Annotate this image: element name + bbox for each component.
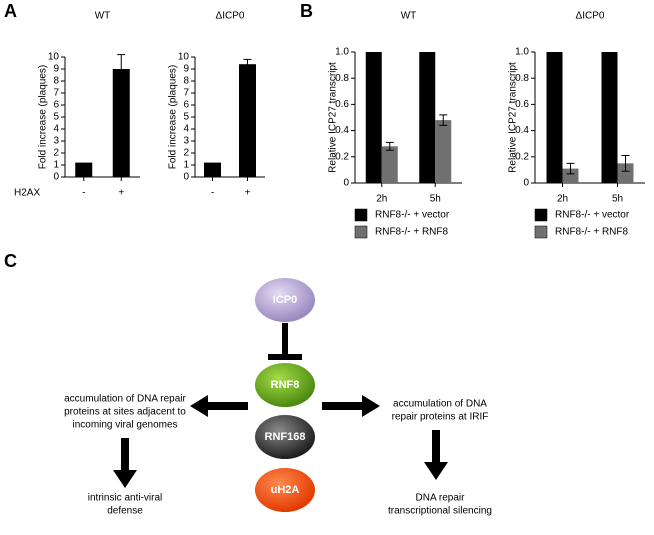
y-axis-label: Relative ICP27 transcript	[328, 62, 339, 173]
x-tick-label: 5h	[430, 194, 441, 205]
x-tick-label: +	[245, 188, 251, 199]
y-tick-label: 0.6	[515, 99, 529, 110]
bar	[562, 168, 579, 183]
bar	[601, 52, 618, 183]
y-tick-label: 2	[53, 148, 59, 159]
y-tick-label: 1.0	[515, 47, 529, 58]
node-rnf168	[255, 415, 315, 459]
bar	[435, 120, 452, 183]
y-tick-label: 10	[178, 52, 190, 63]
chart-title: WT	[95, 11, 111, 22]
node-label: RNF8	[271, 379, 300, 391]
diagram-text: proteins at sites adjacent to	[64, 407, 186, 418]
x-tick-label: +	[118, 188, 124, 199]
legend-swatch	[534, 208, 548, 222]
legend-swatch	[534, 225, 548, 239]
panel-label: A	[4, 1, 17, 21]
legend-label: RNF8-/- + RNF8	[375, 227, 449, 238]
diagram-text: incoming viral genomes	[72, 420, 177, 431]
diagram-text: defense	[107, 506, 143, 517]
y-tick-label: 7	[183, 88, 189, 99]
y-tick-label: 0.2	[515, 151, 529, 162]
inhibit-line	[282, 323, 288, 356]
bar	[75, 162, 93, 177]
y-tick-label: 0.2	[335, 151, 349, 162]
chart-title: ΔICP0	[576, 11, 605, 22]
chart-title: WT	[401, 11, 417, 22]
bar	[546, 52, 563, 183]
bar	[239, 64, 256, 177]
y-tick-label: 3	[53, 136, 59, 147]
y-tick-label: 6	[183, 100, 189, 111]
y-tick-label: 8	[183, 76, 189, 87]
y-tick-label: 9	[53, 64, 59, 75]
x-tick-label: -	[211, 188, 214, 199]
inhibit-bar	[268, 354, 302, 360]
y-tick-label: 6	[53, 100, 59, 111]
node-label: RNF168	[265, 431, 306, 443]
legend-label: RNF8-/- + vector	[555, 210, 630, 221]
bar	[419, 52, 436, 183]
y-tick-label: 0	[523, 178, 529, 189]
node-label: ICP0	[273, 294, 297, 306]
legend-swatch	[354, 225, 368, 239]
y-tick-label: 4	[53, 124, 59, 135]
x-tick-label: 5h	[612, 194, 623, 205]
node-label: uH2A	[271, 484, 300, 496]
bar	[365, 52, 382, 183]
diagram-text: DNA repair	[416, 493, 466, 504]
bar	[617, 163, 634, 183]
y-tick-label: 0.8	[335, 73, 349, 84]
diagram-text: transcriptional silencing	[388, 506, 492, 517]
chart-title: ΔICP0	[216, 11, 245, 22]
arrow-down	[113, 438, 137, 488]
bar	[381, 146, 398, 183]
x-tick-label: -	[82, 188, 85, 199]
x-axis-label: H2AX	[14, 188, 40, 199]
node-rnf8	[255, 363, 315, 407]
diagram-text: accumulation of DNA	[393, 399, 487, 410]
y-tick-label: 1	[183, 160, 189, 171]
y-tick-label: 0	[343, 178, 349, 189]
x-tick-label: 2h	[557, 194, 568, 205]
diagram-text: intrinsic anti-viral	[88, 493, 162, 504]
y-tick-label: 0.4	[515, 125, 529, 136]
diagram-text: repair proteins at IRIF	[392, 412, 489, 423]
y-tick-label: 9	[183, 64, 189, 75]
y-tick-label: 0	[183, 172, 189, 183]
arrow-right	[322, 395, 380, 417]
arrow-left	[190, 395, 248, 417]
y-tick-label: 1	[53, 160, 59, 171]
y-tick-label: 3	[183, 136, 189, 147]
legend-label: RNF8-/- + vector	[375, 210, 450, 221]
y-axis-label: Fold increase (plaques)	[168, 65, 179, 170]
y-tick-label: 5	[183, 112, 189, 123]
y-tick-label: 10	[48, 52, 60, 63]
y-axis-label: Fold increase (plaques)	[38, 65, 49, 170]
diagram-text: accumulation of DNA repair	[64, 394, 186, 405]
y-axis-label: Relative ICP27 transcript	[508, 62, 519, 173]
y-tick-label: 0	[53, 172, 59, 183]
y-tick-label: 7	[53, 88, 59, 99]
legend-swatch	[354, 208, 368, 222]
y-tick-label: 0.6	[335, 99, 349, 110]
y-tick-label: 0.8	[515, 73, 529, 84]
panel-label: C	[4, 251, 17, 271]
y-tick-label: 0.4	[335, 125, 349, 136]
y-tick-label: 8	[53, 76, 59, 87]
y-tick-label: 5	[53, 112, 59, 123]
arrow-down	[424, 430, 448, 480]
x-tick-label: 2h	[376, 194, 387, 205]
y-tick-label: 2	[183, 148, 189, 159]
bar	[204, 162, 221, 177]
panel-label: B	[300, 1, 313, 21]
bar	[112, 69, 130, 177]
y-tick-label: 1.0	[335, 47, 349, 58]
node-icp0	[255, 278, 315, 322]
legend-label: RNF8-/- + RNF8	[555, 227, 629, 238]
node-uh2a	[255, 468, 315, 512]
y-tick-label: 4	[183, 124, 189, 135]
